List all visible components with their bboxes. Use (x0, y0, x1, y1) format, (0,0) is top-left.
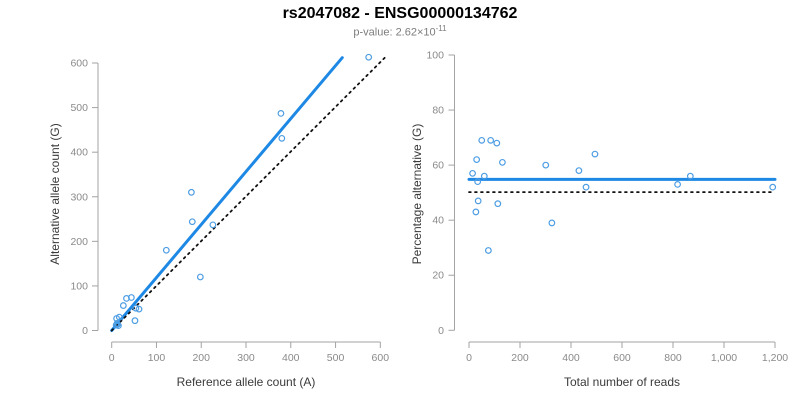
data-point[interactable] (674, 180, 681, 188)
y-tick-label: 500 (70, 102, 88, 114)
y-tick-label: 100 (70, 280, 88, 292)
y-tick-label: 400 (70, 147, 88, 159)
chart-title: rs2047082 - ENSG00000134762 (282, 5, 518, 22)
data-point[interactable] (162, 246, 170, 254)
data-point[interactable] (209, 221, 217, 229)
data-point[interactable] (196, 273, 204, 281)
data-point[interactable] (187, 188, 195, 196)
y-axis-title: Percentage alternative (G) (410, 124, 424, 265)
y-tick-label: 300 (70, 191, 88, 203)
data-point[interactable] (484, 247, 492, 254)
x-tick-label: 200 (192, 352, 210, 364)
data-point[interactable] (473, 156, 481, 164)
x-tick-label: 300 (237, 352, 255, 364)
data-point[interactable] (499, 158, 506, 166)
x-tick-label: 600 (372, 352, 390, 364)
allele-count-scatter-panel: 0 100 200 300 400 500 600 0 100 200 300 400 500 600 Re… (48, 53, 390, 389)
x-axis-title: Total number of reads (564, 375, 680, 389)
data-point[interactable] (115, 313, 123, 321)
data-point[interactable] (542, 161, 550, 169)
y-axis-title: Alternative allele count (G) (48, 123, 62, 264)
y-tick-label: 40 (432, 215, 444, 227)
data-point[interactable] (135, 305, 143, 313)
y-tick-label: 60 (432, 160, 444, 172)
data-point[interactable] (365, 53, 373, 61)
data-point[interactable] (591, 150, 599, 158)
data-point[interactable] (119, 302, 127, 309)
x-tick-label: 1,000 (711, 352, 737, 364)
data-point[interactable] (548, 219, 556, 227)
data-point[interactable] (474, 197, 482, 205)
data-point[interactable] (575, 167, 583, 175)
p-value-exponent: -11 (435, 24, 447, 33)
data-point[interactable] (127, 294, 135, 301)
y-tick-label: 0 (438, 325, 444, 337)
x-tick-label: 0 (109, 352, 115, 364)
y-tick-label: 0 (82, 325, 88, 337)
x-tick-label: 100 (148, 352, 166, 364)
data-point[interactable] (188, 218, 196, 226)
data-point[interactable] (469, 169, 476, 177)
x-tick-label: 400 (562, 352, 580, 364)
chart-subtitle: p-value: 2.62×10-11 (0, 24, 800, 39)
data-point[interactable] (582, 183, 590, 191)
data-point[interactable] (493, 139, 501, 147)
data-point[interactable] (769, 183, 777, 191)
data-point[interactable] (277, 109, 285, 117)
data-point[interactable] (472, 208, 480, 216)
y-tick-label: 20 (432, 270, 444, 282)
x-tick-label: 200 (511, 352, 529, 364)
x-tick-label: 1,200 (762, 352, 788, 364)
y-tick-label: 600 (70, 58, 88, 70)
x-tick-label: 800 (664, 352, 682, 364)
data-point[interactable] (113, 319, 121, 327)
regression-line (110, 56, 344, 332)
data-point[interactable] (131, 317, 139, 325)
data-point[interactable] (480, 172, 488, 180)
data-point[interactable] (686, 172, 694, 180)
x-tick-label: 0 (466, 352, 472, 364)
x-axis-title: Reference allele count (A) (177, 375, 316, 389)
data-point[interactable] (487, 136, 495, 144)
y-tick-label: 200 (70, 236, 88, 248)
percentage-alternative-scatter-panel: 0 20 40 60 80 100 0 200 400 600 800 1,000 1,200 Total… (410, 50, 788, 390)
identity-line (110, 56, 386, 332)
x-tick-label: 400 (282, 352, 300, 364)
x-tick-label: 600 (613, 352, 631, 364)
y-tick-label: 80 (432, 105, 444, 117)
y-tick-label: 100 (426, 50, 444, 62)
x-tick-label: 500 (327, 352, 345, 364)
data-point[interactable] (494, 200, 502, 208)
data-point[interactable] (478, 136, 486, 144)
data-point[interactable] (474, 178, 482, 186)
data-point[interactable] (132, 304, 140, 312)
data-point[interactable] (278, 134, 286, 142)
p-value-text: p-value: 2.62×10 (353, 26, 436, 39)
